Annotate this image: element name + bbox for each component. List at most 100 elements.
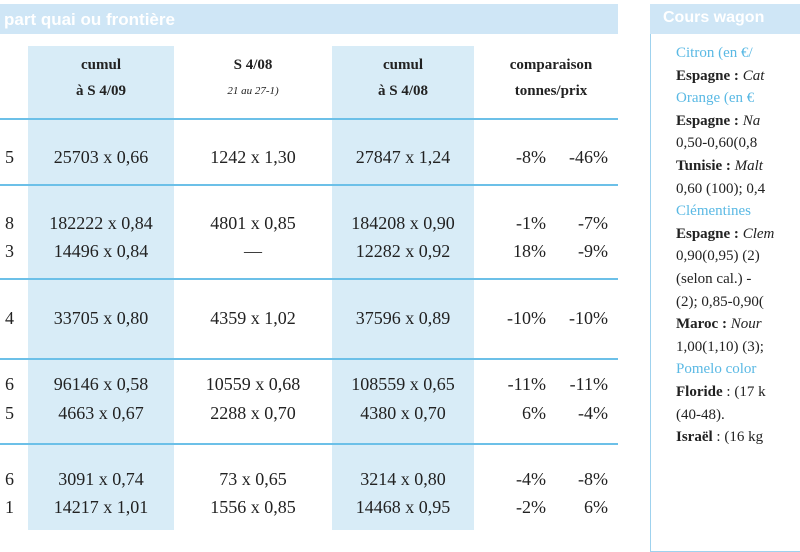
side-panel-text: Clem [738,225,775,242]
column-header-line2: 21 au 27-1) [227,85,279,97]
side-panel-line: Espagne : Na [676,110,800,133]
column-header-line1: S 4/08 [233,57,273,73]
cumul-s409-cell: 25703 x 0,66 [53,147,149,167]
comparison-prix-cell: -46% [569,147,608,167]
side-panel-text: : (16 kg [712,429,764,446]
cumul-s408-cell: 184208 x 0,90 [351,213,455,233]
cumul-s409-cell: 33705 x 0,80 [53,308,149,328]
side-panel-line: Espagne : Clem [676,223,800,246]
side-panel-text: Maroc : [676,316,727,333]
side-panel-line: Tunisie : Malt [676,155,800,178]
s408-cell: 4801 x 0,85 [210,213,296,233]
row-edge-value: 4 [5,308,14,328]
s408-cell: 2288 x 0,70 [210,403,296,423]
side-panel-title: Cours wagon [663,9,765,26]
comparison-prix-cell: -9% [578,241,608,261]
cumul-s409-cell: 182222 x 0,84 [49,213,153,233]
cumul-s409-cell: 14217 x 1,01 [53,497,149,517]
side-panel-text: Israël [676,429,713,446]
side-panel-text: Floride [676,383,723,400]
side-panel-body: Citron (en €/Espagne : Cat Orange (en € Es… [676,42,800,449]
row-edge-value: 5 [5,403,14,423]
cumul-s408-cell: 14468 x 0,95 [355,497,451,517]
side-panel-text: Orange [676,90,721,107]
cumul-s408-cell: 3214 x 0,80 [360,469,446,489]
side-panel-line: (selon cal.) - [676,268,800,291]
side-panel-line: Citron (en €/ [676,42,800,65]
column-shade-cumul-s408 [332,46,474,530]
comparison-tonnes-cell: -8% [516,147,546,167]
side-panel-text: Pomelo color [676,361,757,378]
side-panel-text: Espagne : [676,67,739,84]
row-divider [0,184,618,186]
comparison-tonnes-cell: -1% [516,213,546,233]
s408-cell: 1556 x 0,85 [210,497,296,517]
row-divider [0,278,618,280]
side-panel-line: Floride : (17 k [676,381,800,404]
side-panel-text: Espagne : [676,225,739,242]
row-edge-value: 5 [5,147,14,167]
side-panel-text: Malt [730,157,763,174]
s408-cell: 4359 x 1,02 [210,308,296,328]
comparison-prix-cell: 6% [584,497,608,517]
column-header-comparaison: comparaison tonnes/prix [484,52,618,104]
side-panel-text: Cat [738,67,765,84]
side-panel-text: (2); 0,85-0,90( [676,293,764,310]
comparison-tonnes-cell: 6% [522,403,546,423]
row-divider [0,443,618,445]
side-panel-line: Clémentines [676,200,800,223]
side-panel-line: 0,50-0,60(0,8 [676,132,800,155]
comparison-prix-cell: -4% [578,403,608,423]
cumul-s409-cell: 14496 x 0,84 [53,241,149,261]
side-panel-text: 0,90(0,95) (2) [676,248,760,265]
side-panel-line: Espagne : Cat [676,65,800,88]
row-divider [0,118,618,120]
side-panel-line: Pomelo color [676,358,800,381]
s408-cell: — [244,241,262,261]
side-panel-text: (en €/ [714,45,753,61]
side-panel-line: 0,60 (100); 0,4 [676,178,800,201]
column-header-s408: S 4/08 21 au 27-1) [178,52,328,104]
column-header-line1: cumul [80,57,121,73]
side-panel-text: Citron [676,45,715,61]
column-header-line2: à S 4/08 [377,83,428,99]
comparison-tonnes-cell: -10% [507,308,546,328]
side-panel-line: 0,90(0,95) (2) [676,245,800,268]
side-panel-text: Nour [726,316,762,333]
column-header-cumul-s409: cumul à S 4/09 [28,52,174,104]
side-panel-text: (40-48). [676,406,725,423]
cumul-s408-cell: 108559 x 0,65 [351,374,455,394]
cumul-s408-cell: 12282 x 0,92 [355,241,451,261]
side-panel-text: Espagne : [676,112,739,129]
side-panel-text: 0,60 (100); 0,4 [676,180,766,197]
side-panel-text: Na [738,112,761,129]
cumul-s409-cell: 3091 x 0,74 [58,469,144,489]
side-panel-header [650,4,800,34]
comparison-prix-cell: -8% [578,469,608,489]
side-panel-line: Israël : (16 kg [676,426,800,449]
side-panel-text: Clémentines [676,203,751,220]
side-panel-text: Tunisie : [676,157,731,174]
column-header-line1: cumul [382,57,423,73]
cumul-s408-cell: 4380 x 0,70 [360,403,446,423]
side-panel-text: 1,00(1,10) (3); [676,338,764,355]
table-title: part quai ou frontière [4,10,175,29]
row-edge-value: 6 [5,469,14,489]
side-panel-text: : (17 k [722,383,766,400]
comparison-tonnes-cell: -11% [507,374,546,394]
table-header-bar: part quai ou frontière [0,4,618,34]
side-panel-text: 0,50-0,60(0,8 [676,135,758,152]
cumul-s409-cell: 96146 x 0,58 [53,374,149,394]
side-panel-line: Orange (en € [676,87,800,110]
row-edge-value: 6 [5,374,14,394]
side-panel-text: (selon cal.) - [676,270,752,287]
row-divider [0,358,618,360]
s408-cell: 10559 x 0,68 [205,374,301,394]
column-shade-cumul-s409 [28,46,174,530]
side-panel-line: (40-48). [676,404,800,427]
row-edge-value: 1 [5,497,14,517]
column-header-line2: à S 4/09 [75,83,126,99]
comparison-prix-cell: -11% [569,374,608,394]
comparison-prix-cell: -7% [578,213,608,233]
side-panel-line: 1,00(1,10) (3); [676,336,800,359]
